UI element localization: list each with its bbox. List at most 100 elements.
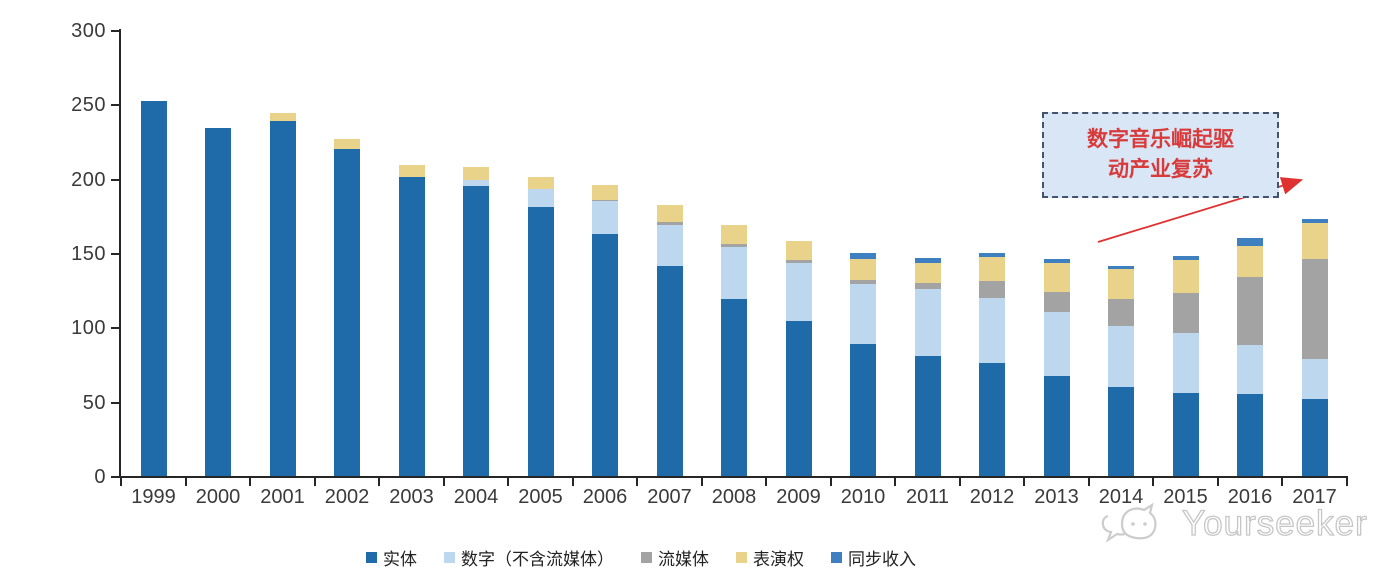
x-axis-tick-label: 2008 xyxy=(711,486,757,508)
x-axis-tick-label: 2015 xyxy=(1163,486,1208,508)
bar-segment xyxy=(850,284,876,344)
bar-segment xyxy=(398,165,425,178)
legend-item: 数字（不含流媒体） xyxy=(444,545,614,570)
x-axis-tick xyxy=(1216,478,1219,486)
bar-segment xyxy=(721,299,747,476)
bar-stack-2015 xyxy=(1172,256,1199,476)
x-axis-tick-label: 2004 xyxy=(453,486,499,508)
x-axis-tick xyxy=(507,478,510,486)
bar-segment xyxy=(1237,238,1263,246)
bar-stack-2013 xyxy=(1043,258,1070,476)
legend-label: 表演权 xyxy=(753,550,804,569)
legend-label: 流媒体 xyxy=(658,550,709,569)
bar-segment xyxy=(721,224,747,245)
bar-segment xyxy=(1237,245,1263,277)
y-axis-tick-label: 200 xyxy=(71,168,106,191)
legend-label: 数字（不含流媒体） xyxy=(461,550,614,569)
x-axis-tick-label: 2013 xyxy=(1034,486,1079,508)
bar-segment xyxy=(1301,258,1328,359)
x-axis-tick xyxy=(571,478,574,486)
y-axis-tick xyxy=(111,178,120,181)
bar-segment xyxy=(1237,276,1263,346)
x-axis-tick xyxy=(1023,478,1026,486)
bar-segment xyxy=(914,355,941,476)
x-axis-tick xyxy=(442,478,445,486)
bar-segment xyxy=(463,186,489,476)
bar-segment xyxy=(140,101,167,476)
bar-stack-2012 xyxy=(979,253,1005,476)
bar-segment xyxy=(527,206,554,476)
bar-segment xyxy=(914,257,941,264)
bar-segment xyxy=(979,363,1005,476)
x-axis-tick xyxy=(829,478,832,486)
x-axis-tick-label: 2007 xyxy=(647,486,692,508)
bar-segment xyxy=(1108,266,1134,270)
x-axis-tick-label: 2001 xyxy=(260,486,305,508)
bar-segment xyxy=(1301,358,1328,399)
bar-segment xyxy=(527,177,554,190)
x-axis-tick-label: 2006 xyxy=(582,486,628,508)
legend-swatch-icon xyxy=(366,552,377,563)
bar-segment xyxy=(205,128,231,476)
x-axis-tick-label: 1999 xyxy=(131,486,176,508)
annotation-text-line2: 动产业复苏 xyxy=(1108,158,1213,181)
bar-stack-1999 xyxy=(140,101,167,476)
bar-segment xyxy=(1043,291,1070,313)
bar-segment xyxy=(979,297,1005,364)
bar-segment xyxy=(1172,260,1199,294)
x-axis-tick-label: 2016 xyxy=(1227,486,1273,508)
x-axis-tick xyxy=(636,478,639,486)
x-axis-tick xyxy=(1345,478,1348,486)
bar-segment xyxy=(1043,312,1070,377)
x-axis-tick xyxy=(1087,478,1090,486)
bar-stack-2005 xyxy=(527,177,554,476)
bar-segment xyxy=(656,221,683,225)
bar-stack-2002 xyxy=(334,138,360,476)
legend-swatch-icon xyxy=(736,552,747,563)
bar-segment xyxy=(1043,258,1070,264)
bar-segment xyxy=(1043,376,1070,476)
bar-segment xyxy=(785,321,812,476)
y-axis-tick-label: 100 xyxy=(71,317,106,340)
bar-segment xyxy=(398,177,425,476)
bar-segment xyxy=(979,253,1005,258)
bar-segment xyxy=(1237,394,1263,476)
bar-segment xyxy=(463,180,489,187)
legend-item: 同步收入 xyxy=(831,545,916,570)
bar-segment xyxy=(1172,256,1199,261)
bar-segment xyxy=(269,113,296,121)
y-axis-tick-label: 0 xyxy=(94,466,106,488)
x-axis-tick-label: 2003 xyxy=(389,486,434,508)
y-axis-tick-label: 250 xyxy=(71,94,106,117)
x-axis-tick xyxy=(378,478,381,486)
bar-segment xyxy=(1301,398,1328,476)
bar-segment xyxy=(721,244,747,248)
bar-segment xyxy=(1108,299,1134,326)
y-axis-tick-label: 300 xyxy=(71,20,106,42)
bar-segment xyxy=(656,224,683,267)
bar-stack-2000 xyxy=(205,128,231,476)
bar-segment xyxy=(1172,333,1199,393)
x-axis-tick-label: 2011 xyxy=(905,486,949,508)
bar-segment xyxy=(1043,263,1070,292)
bar-segment xyxy=(334,148,360,476)
bar-segment xyxy=(785,263,812,322)
bar-segment xyxy=(1301,218,1328,224)
x-axis-tick-label: 2000 xyxy=(195,486,241,508)
bar-segment xyxy=(979,257,1005,282)
bar-segment xyxy=(1172,392,1199,476)
annotation-text-line1: 数字音乐崛起驱 xyxy=(1087,127,1234,151)
bar-segment xyxy=(269,120,296,476)
x-axis-tick-label: 2002 xyxy=(324,486,370,508)
x-axis-line xyxy=(119,476,1348,478)
bar-segment xyxy=(1108,386,1134,476)
bar-segment xyxy=(656,205,683,222)
bar-segment xyxy=(785,241,812,261)
y-axis-tick xyxy=(111,30,120,32)
x-axis-tick xyxy=(958,478,961,486)
bar-segment xyxy=(914,282,941,289)
legend-item: 流媒体 xyxy=(641,545,709,570)
bar-segment xyxy=(850,279,876,285)
bar-segment xyxy=(721,247,747,300)
bar-segment xyxy=(1172,293,1199,334)
